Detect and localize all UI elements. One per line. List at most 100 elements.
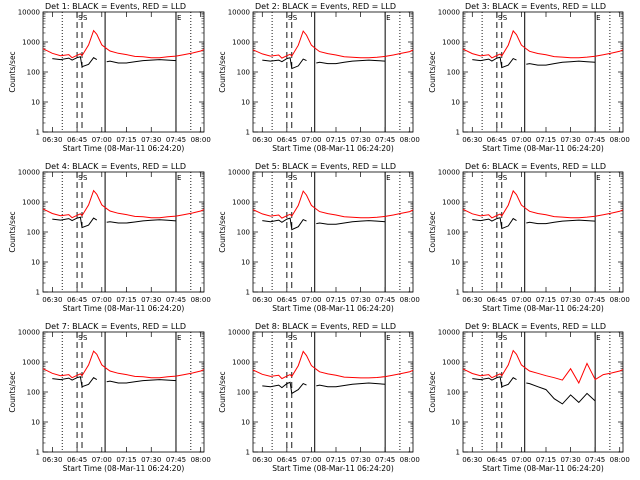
x-tick-label: 06:30 <box>462 456 482 464</box>
panel-title: Det 5: BLACK = Events, RED = LLD <box>255 162 396 171</box>
y-tick-label: 1 <box>456 289 460 297</box>
y-tick-label: 1000 <box>232 359 250 367</box>
x-tick-label: 07:00 <box>301 136 321 144</box>
series-line-events <box>52 216 98 229</box>
y-tick-label: 1 <box>36 289 40 297</box>
marker-label: E <box>596 14 600 22</box>
series-line-events <box>472 217 517 230</box>
x-tick-label: 07:45 <box>166 296 186 304</box>
x-axis-label: Start Time (08-Mar-11 06:24:20) <box>482 464 604 473</box>
panel-det-9: Det 9: BLACK = Events, RED = LLD 1 10 100 10… <box>428 322 630 473</box>
y-axis-label: Counts/sec <box>218 211 227 252</box>
y-tick-label: 10000 <box>438 329 460 337</box>
y-tick-label: 1 <box>456 449 460 457</box>
y-tick-label: 100 <box>237 389 250 397</box>
marker-label: S <box>288 334 293 342</box>
x-tick-label: 07:00 <box>301 296 321 304</box>
x-tick-label: 07:45 <box>375 296 395 304</box>
marker-label: S <box>503 174 508 182</box>
y-axis-label: Counts/sec <box>428 51 437 92</box>
y-tick-label: 100 <box>447 69 460 77</box>
y-tick-label: 1 <box>246 129 250 137</box>
x-tick-label: 07:15 <box>326 296 346 304</box>
y-tick-label: 1000 <box>442 39 460 47</box>
marker-label: S <box>498 14 503 22</box>
x-tick-label: 06:30 <box>252 456 272 464</box>
series-line-lld <box>252 350 414 380</box>
marker-label: S <box>83 14 88 22</box>
panel-det-5: Det 5: BLACK = Events, RED = LLD 1 10 100 10… <box>218 162 420 313</box>
y-tick-label: 1000 <box>232 199 250 207</box>
x-tick-label: 07:15 <box>116 456 136 464</box>
y-axis-label: Counts/sec <box>8 51 17 92</box>
x-axis-label: Start Time (08-Mar-11 06:24:20) <box>482 304 604 313</box>
panel-det-8: Det 8: BLACK = Events, RED = LLD 1 10 100 10… <box>218 322 420 473</box>
x-tick-label: 07:30 <box>141 296 161 304</box>
panel-det-2: Det 2: BLACK = Events, RED = LLD 1 10 100 10… <box>218 2 420 153</box>
marker-label: S <box>293 14 298 22</box>
marker-label: S <box>83 334 88 342</box>
series-line-events <box>316 59 386 65</box>
y-tick-label: 10 <box>31 419 40 427</box>
y-tick-label: 10 <box>451 419 460 427</box>
y-tick-label: 100 <box>237 229 250 237</box>
x-tick-label: 07:45 <box>166 456 186 464</box>
x-tick-label: 06:45 <box>487 456 507 464</box>
panel-title: Det 8: BLACK = Events, RED = LLD <box>255 322 396 331</box>
y-axis-label: Counts/sec <box>428 211 437 252</box>
marker-label: E <box>177 14 181 22</box>
x-tick-label: 06:45 <box>487 296 507 304</box>
x-tick-label: 06:30 <box>252 136 272 144</box>
x-tick-label: 06:30 <box>252 296 272 304</box>
x-tick-label: 06:45 <box>487 136 507 144</box>
panel-det-6: Det 6: BLACK = Events, RED = LLD 1 10 100 10… <box>428 162 630 313</box>
series-line-events <box>52 56 98 68</box>
y-tick-label: 100 <box>447 229 460 237</box>
y-tick-label: 1000 <box>22 359 40 367</box>
x-tick-label: 07:30 <box>141 136 161 144</box>
plot-frame <box>42 11 205 133</box>
marker-label: E <box>177 174 181 182</box>
marker-label: S <box>503 14 508 22</box>
x-tick-label: 07:15 <box>326 456 346 464</box>
series-line-events <box>526 219 596 225</box>
x-axis-label: Start Time (08-Mar-11 06:24:20) <box>63 464 185 473</box>
x-axis-label: Start Time (08-Mar-11 06:24:20) <box>272 144 394 153</box>
y-tick-label: 100 <box>27 229 40 237</box>
series-line-lld <box>462 349 624 385</box>
panel-det-1: Det 1: BLACK = Events, RED = LLD 1 10 100 10… <box>8 2 211 153</box>
marker-label: S <box>83 174 88 182</box>
y-axis-label: Counts/sec <box>8 371 17 412</box>
marker-label: E <box>596 174 600 182</box>
y-tick-label: 10 <box>31 259 40 267</box>
x-tick-label: 07:30 <box>560 456 580 464</box>
series-line-events <box>472 376 517 388</box>
x-axis-label: Start Time (08-Mar-11 06:24:20) <box>482 144 604 153</box>
x-tick-label: 08:00 <box>191 136 211 144</box>
x-tick-label: 07:00 <box>92 296 112 304</box>
series-line-events <box>316 382 386 388</box>
y-tick-label: 100 <box>447 389 460 397</box>
y-axis-label: Counts/sec <box>218 371 227 412</box>
x-axis-label: Start Time (08-Mar-11 06:24:20) <box>272 464 394 473</box>
marker-label: S <box>498 174 503 182</box>
x-tick-label: 08:00 <box>400 456 420 464</box>
y-axis-label: Counts/sec <box>8 211 17 252</box>
y-tick-label: 10 <box>241 99 250 107</box>
x-tick-label: 07:45 <box>375 456 395 464</box>
x-axis-label: Start Time (08-Mar-11 06:24:20) <box>63 144 185 153</box>
panel-det-4: Det 4: BLACK = Events, RED = LLD 1 10 100 10… <box>8 162 211 313</box>
y-tick-label: 10 <box>241 259 250 267</box>
series-line-lld <box>252 190 414 219</box>
x-tick-label: 07:30 <box>350 456 370 464</box>
panel-title: Det 2: BLACK = Events, RED = LLD <box>255 2 396 11</box>
plot-frame <box>252 11 414 133</box>
panel-title: Det 3: BLACK = Events, RED = LLD <box>465 2 606 11</box>
y-tick-label: 1000 <box>442 359 460 367</box>
marker-label: S <box>78 334 83 342</box>
x-tick-label: 08:00 <box>610 136 630 144</box>
series-line-events <box>262 57 307 70</box>
marker-label: S <box>78 174 83 182</box>
marker-label: S <box>503 334 508 342</box>
x-tick-label: 07:45 <box>585 296 605 304</box>
